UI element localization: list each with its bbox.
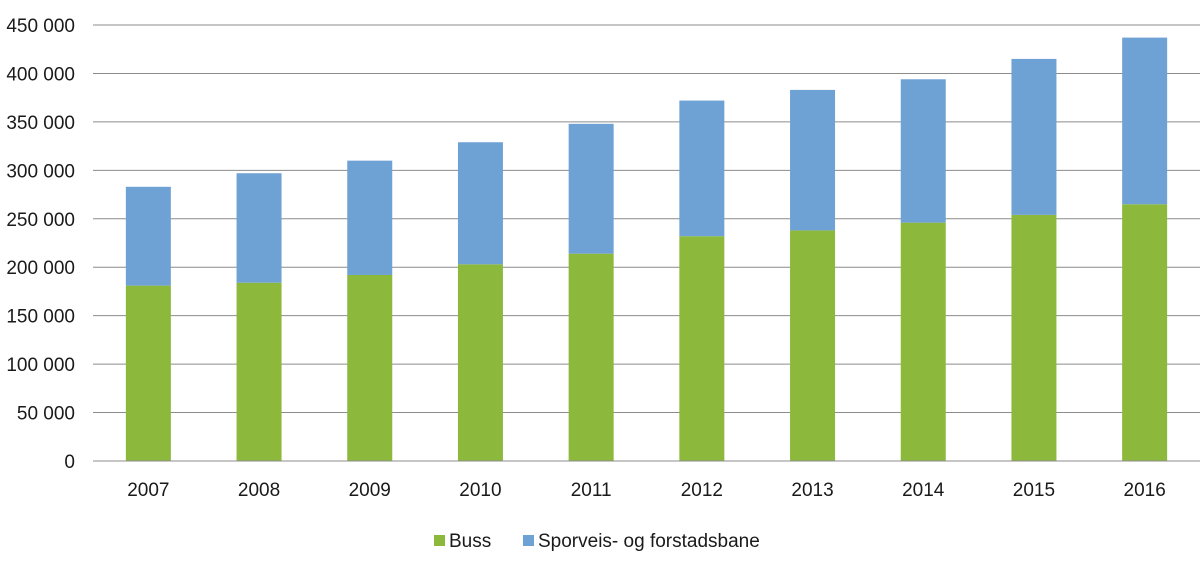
x-tick-label: 2008	[238, 480, 280, 501]
y-tick-label: 300 000	[6, 161, 75, 182]
bar-buss-2007	[125, 285, 171, 461]
x-tick-label: 2015	[1013, 480, 1055, 501]
bar-sporveis-2012	[679, 100, 725, 237]
x-tick-label: 2014	[902, 480, 945, 501]
x-tick-label: 2011	[571, 480, 612, 501]
bar-sporveis-2013	[790, 89, 836, 231]
x-tick-label: 2013	[791, 480, 833, 501]
x-tick-label: 2012	[681, 480, 723, 501]
legend: Buss Sporveis- og forstadsbane	[434, 531, 760, 552]
x-tick-label: 2007	[127, 480, 169, 501]
y-tick-label: 50 000	[17, 404, 75, 425]
y-tick-label: 400 000	[6, 64, 75, 85]
bar-sporveis-2009	[347, 160, 393, 275]
x-tick-label: 2009	[349, 480, 391, 501]
bar-buss-2008	[236, 282, 282, 461]
bar-sporveis-2015	[1011, 58, 1057, 215]
bar-sporveis-2014	[900, 79, 946, 223]
bar-sporveis-2008	[236, 173, 282, 283]
y-tick-label: 100 000	[6, 355, 75, 376]
bar-sporveis-2010	[457, 142, 503, 265]
y-tick-label: 150 000	[6, 307, 75, 328]
legend-sporveis-label: Sporveis- og forstadsbane	[538, 531, 760, 552]
bar-buss-2014	[900, 222, 946, 461]
bar-buss-2010	[457, 264, 503, 461]
x-tick-label: 2010	[459, 480, 501, 501]
x-axis-tick-labels: 2007 2008 2009 2010 2011 2012 2013 2014 2015 2016	[127, 480, 1166, 501]
y-axis-tick-labels: 0 50 000 100 000 150 000 200 000 250 000 300 0…	[6, 16, 75, 473]
bar-buss-2013	[790, 230, 836, 461]
y-tick-label: 350 000	[6, 113, 75, 134]
y-tick-label: 0	[64, 452, 75, 473]
y-tick-label: 450 000	[6, 16, 75, 37]
bar-sporveis-2016	[1122, 37, 1168, 205]
bar-buss-2015	[1011, 214, 1057, 461]
bar-buss-2011	[568, 253, 614, 461]
y-tick-label: 250 000	[6, 210, 75, 231]
legend-buss-swatch	[434, 535, 445, 546]
legend-sporveis-swatch	[523, 535, 534, 546]
bar-series	[125, 37, 1168, 461]
x-tick-label: 2016	[1124, 480, 1166, 501]
bar-buss-2009	[347, 274, 393, 461]
legend-buss-label: Buss	[449, 531, 491, 552]
bar-buss-2012	[679, 236, 725, 461]
bar-sporveis-2011	[568, 123, 614, 254]
y-tick-label: 200 000	[6, 258, 75, 279]
bar-buss-2016	[1122, 204, 1168, 461]
bar-sporveis-2007	[125, 186, 171, 286]
